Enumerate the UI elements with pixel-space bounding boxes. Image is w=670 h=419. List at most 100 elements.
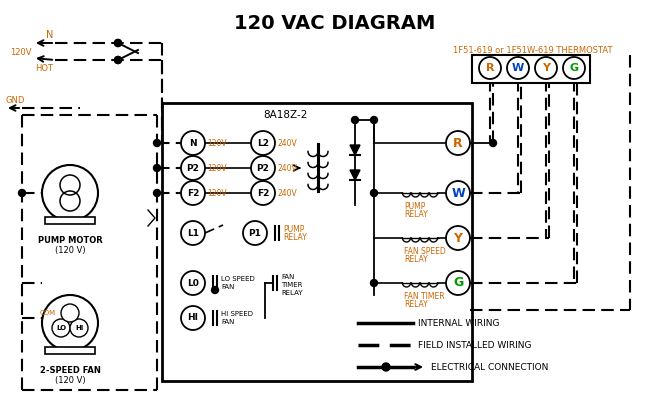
Polygon shape [350,170,360,180]
Circle shape [42,295,98,351]
Text: 120 VAC DIAGRAM: 120 VAC DIAGRAM [234,14,436,33]
Circle shape [446,271,470,295]
Circle shape [382,363,390,371]
Text: FAN TIMER: FAN TIMER [404,292,445,301]
Text: FAN: FAN [281,274,294,280]
Text: (120 V): (120 V) [55,376,85,385]
Circle shape [42,165,98,221]
Circle shape [251,181,275,205]
Bar [45,347,95,354]
Text: RELAY: RELAY [404,210,427,219]
Circle shape [181,306,205,330]
Text: 8A18Z-2: 8A18Z-2 [263,110,307,120]
Circle shape [153,189,161,197]
Text: L1: L1 [187,228,199,238]
Bar [162,103,472,381]
Text: LO: LO [56,325,66,331]
Circle shape [446,131,470,155]
Circle shape [115,57,121,64]
Text: RELAY: RELAY [404,300,427,309]
Text: G: G [570,63,579,73]
Circle shape [61,304,79,322]
Text: P1: P1 [249,228,261,238]
Circle shape [153,165,161,171]
Circle shape [535,57,557,79]
Text: 2-SPEED FAN: 2-SPEED FAN [40,366,100,375]
Text: COM: COM [40,310,56,316]
Text: Y: Y [542,63,550,73]
Circle shape [490,140,496,147]
Text: W: W [512,63,524,73]
Text: RELAY: RELAY [281,290,303,296]
Text: FIELD INSTALLED WIRING: FIELD INSTALLED WIRING [418,341,531,349]
Circle shape [479,57,501,79]
Circle shape [153,140,161,147]
Circle shape [371,116,377,124]
Circle shape [115,39,121,47]
Circle shape [251,131,275,155]
Text: LO SPEED: LO SPEED [221,276,255,282]
Text: N: N [46,30,54,40]
Circle shape [181,181,205,205]
Polygon shape [350,145,360,155]
Text: GND: GND [5,96,24,104]
Text: TIMER: TIMER [281,282,302,288]
Text: PUMP MOTOR: PUMP MOTOR [38,236,103,245]
Text: F2: F2 [257,189,269,197]
Text: P2: P2 [186,163,200,173]
Text: (120 V): (120 V) [55,246,85,255]
Bar [45,217,95,224]
Text: N: N [189,139,197,147]
Circle shape [181,221,205,245]
Circle shape [446,226,470,250]
Circle shape [371,279,377,287]
Circle shape [19,189,25,197]
Text: 240V: 240V [277,163,297,173]
Text: HOT: HOT [35,64,53,72]
Circle shape [115,57,121,64]
Text: INTERNAL WIRING: INTERNAL WIRING [418,318,500,328]
Circle shape [563,57,585,79]
Circle shape [446,181,470,205]
Text: 1F51-619 or 1F51W-619 THERMOSTAT: 1F51-619 or 1F51W-619 THERMOSTAT [453,46,613,54]
Text: FAN: FAN [221,284,234,290]
Text: 120V: 120V [10,47,31,57]
Text: RELAY: RELAY [404,255,427,264]
Circle shape [212,287,218,293]
Circle shape [243,221,267,245]
Text: 240V: 240V [277,139,297,147]
Text: L2: L2 [257,139,269,147]
Circle shape [52,319,70,337]
Circle shape [352,116,358,124]
Text: PUMP: PUMP [283,225,304,233]
Text: HI: HI [75,325,83,331]
Text: FAN: FAN [221,319,234,325]
Circle shape [371,189,377,197]
Circle shape [181,131,205,155]
Text: 240V: 240V [277,189,297,197]
Text: FAN SPEED: FAN SPEED [404,247,446,256]
Text: HI SPEED: HI SPEED [221,311,253,317]
Text: 120V: 120V [207,163,226,173]
Text: R: R [486,63,494,73]
Circle shape [70,319,88,337]
Circle shape [507,57,529,79]
Text: R: R [453,137,463,150]
Circle shape [181,156,205,180]
Text: ELECTRICAL CONNECTION: ELECTRICAL CONNECTION [431,362,548,372]
Text: Y: Y [454,232,462,245]
Text: 120V: 120V [207,139,226,147]
Text: L0: L0 [187,279,199,287]
Circle shape [251,156,275,180]
Text: P2: P2 [257,163,269,173]
Text: 120V: 120V [207,189,226,197]
Text: HI: HI [188,313,198,323]
Circle shape [115,39,121,47]
Text: G: G [453,277,463,290]
Text: W: W [451,186,465,199]
Circle shape [181,271,205,295]
Text: RELAY: RELAY [283,233,307,241]
Text: PUMP: PUMP [404,202,425,211]
Text: F2: F2 [187,189,199,197]
Bar [472,55,590,83]
